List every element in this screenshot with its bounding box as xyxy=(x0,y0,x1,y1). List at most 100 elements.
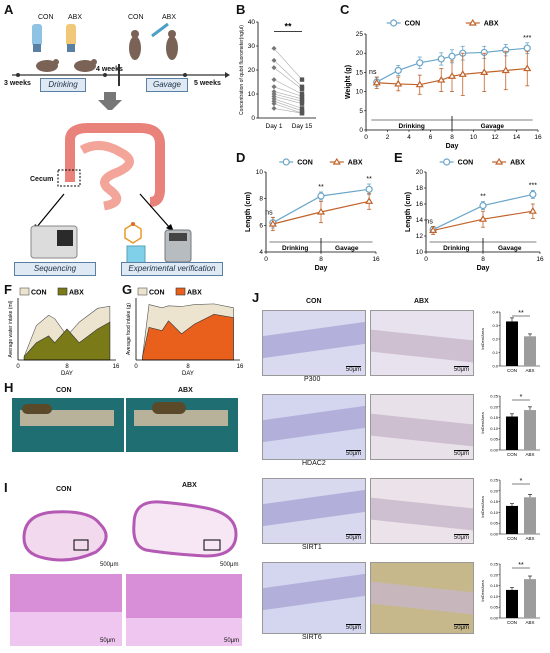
paired-line xyxy=(273,108,303,114)
ihc-image-sirt1-con: 50μm xyxy=(262,478,366,544)
ruler-con xyxy=(20,410,114,426)
row-label-p300: P300 xyxy=(304,376,321,383)
legend-label-con: CON xyxy=(458,160,474,167)
colon-specimen-con xyxy=(22,404,52,414)
molecule-icon xyxy=(124,222,142,244)
x-tick-label: 0 xyxy=(134,364,138,370)
ihc-image-sirt1-abx: 50μm xyxy=(370,478,474,544)
group-con-label-2: CON xyxy=(128,14,144,21)
data-point-con xyxy=(523,44,531,52)
panel-label-f: F xyxy=(4,282,12,297)
x-axis-label: Day xyxy=(315,265,328,272)
y-tick-label: 20 xyxy=(416,169,424,176)
x-tick-label: ABX xyxy=(525,452,534,457)
tissue-band xyxy=(263,321,365,359)
legend-label-abx: ABX xyxy=(348,160,363,167)
y-tick-label: 0.25 xyxy=(490,478,499,483)
x-tick-label: 14 xyxy=(513,134,521,141)
scalebar-label: 50μm xyxy=(345,534,361,541)
legend-label-con: CON xyxy=(405,21,421,28)
y-tick-label: 0.3 xyxy=(492,323,498,328)
x-tick-label: Day 15 xyxy=(292,123,313,130)
y-tick-label: 30 xyxy=(248,43,256,50)
x-axis-label: Day xyxy=(477,265,490,272)
chart-d: 0 8 16 4 6 8 10 Day Length (cm) CON ABX Drinking Gav… xyxy=(245,157,380,272)
data-point-abx xyxy=(523,64,532,72)
y-tick-label: 0.00 xyxy=(490,448,499,453)
bar-chart-p300: 0.0 0.1 0.2 0.3 0.4 IntDen/Area CON ABX ** xyxy=(480,310,540,373)
mouse-gavage-con-icon xyxy=(129,30,141,60)
zoom-box-con xyxy=(73,539,89,551)
panel-label-g: G xyxy=(122,282,133,297)
legend-label-abx: ABX xyxy=(187,290,202,297)
tissue-band xyxy=(371,413,473,447)
y-tick-label: 15 xyxy=(356,69,364,76)
y-tick-label: 0.10 xyxy=(490,594,499,599)
ihc-image-hdac2-abx: 50μm xyxy=(370,394,474,460)
tissue-band xyxy=(263,573,365,611)
i-abx-label: ABX xyxy=(182,482,197,489)
y-tick-label: 20 xyxy=(356,50,364,57)
area-abx xyxy=(23,321,111,361)
group-abx-label: ABX xyxy=(68,14,83,21)
analyzer-icon xyxy=(164,229,192,263)
water-bottle-con-icon xyxy=(32,24,42,52)
ruler-abx xyxy=(134,410,228,426)
legend-marker-con xyxy=(443,158,451,166)
paired-line xyxy=(273,96,303,104)
ihc-image-sirt6-con: 50μm xyxy=(262,562,366,634)
panel-label-j: J xyxy=(252,290,260,305)
y-tick-label: 8 xyxy=(259,196,263,203)
y-tick-label: 10 xyxy=(356,89,364,96)
x-tick-label: 2 xyxy=(386,134,390,141)
scalebar-label: 50μm xyxy=(453,366,469,373)
data-point-abx xyxy=(478,215,488,222)
x-tick-label: CON xyxy=(507,620,517,625)
legend-swatch-abx xyxy=(57,287,68,296)
y-tick-label: 5 xyxy=(359,108,363,115)
data-point-day15 xyxy=(299,101,305,106)
bar-con xyxy=(506,505,518,534)
experimental-verification-label: Experimental verification xyxy=(121,262,223,276)
data-point-abx xyxy=(429,226,438,234)
sequencing-label: Sequencing xyxy=(14,262,96,276)
y-tick-label: 6 xyxy=(259,222,263,229)
y-axis-label: Length (cm) xyxy=(405,192,412,232)
chart-g: 0 8 16 DAY Average food intake (g) CON ABX xyxy=(126,287,244,377)
y-tick-label: 12 xyxy=(416,233,424,240)
y-axis-label: Length (cm) xyxy=(245,192,252,232)
data-point-day15 xyxy=(299,99,305,104)
y-axis-label: IntDen/Area xyxy=(480,412,485,434)
colon-specimen-abx xyxy=(152,402,186,414)
y-tick-label: 0.00 xyxy=(490,616,499,621)
significance-label: ns xyxy=(425,218,433,225)
data-point-abx xyxy=(437,75,446,83)
data-point-con xyxy=(479,201,487,210)
scalebar-label: 50μm xyxy=(345,366,361,373)
tissue-band xyxy=(371,329,473,363)
j-abx-label: ABX xyxy=(414,298,429,305)
data-point-abx xyxy=(415,80,424,88)
panel-label-i: I xyxy=(4,480,8,495)
x-tick-label: CON xyxy=(507,452,517,457)
sequencer-icon xyxy=(30,225,78,259)
ihc-image-hdac2-con: 50μm xyxy=(262,394,366,460)
legend-label-con: CON xyxy=(31,290,47,297)
legend-label-abx: ABX xyxy=(484,21,499,28)
data-point-day1 xyxy=(271,57,277,63)
bar-chart-sirt1: 0.00 0.05 0.10 0.15 0.20 0.25 IntDen/Area CON AB… xyxy=(480,478,540,541)
y-tick-label: 14 xyxy=(416,217,424,224)
x-axis-label: DAY xyxy=(61,371,73,377)
water-bottle-abx-icon xyxy=(66,24,76,52)
ihc-image-sirt6-abx: 50μm xyxy=(370,562,474,634)
y-tick-label: 0.15 xyxy=(490,499,499,504)
y-tick-label: 4 xyxy=(259,249,263,256)
bar-con xyxy=(506,416,518,450)
paired-line xyxy=(273,91,303,100)
x-tick-label: 0 xyxy=(16,364,20,370)
gavage-phase-label: Gavage xyxy=(146,78,188,92)
phase-label-gavage: Gavage xyxy=(481,123,505,130)
paired-line xyxy=(273,79,303,95)
row-label-sirt6: SIRT6 xyxy=(302,634,322,641)
phase-label-gavage: Gavage xyxy=(498,245,522,252)
